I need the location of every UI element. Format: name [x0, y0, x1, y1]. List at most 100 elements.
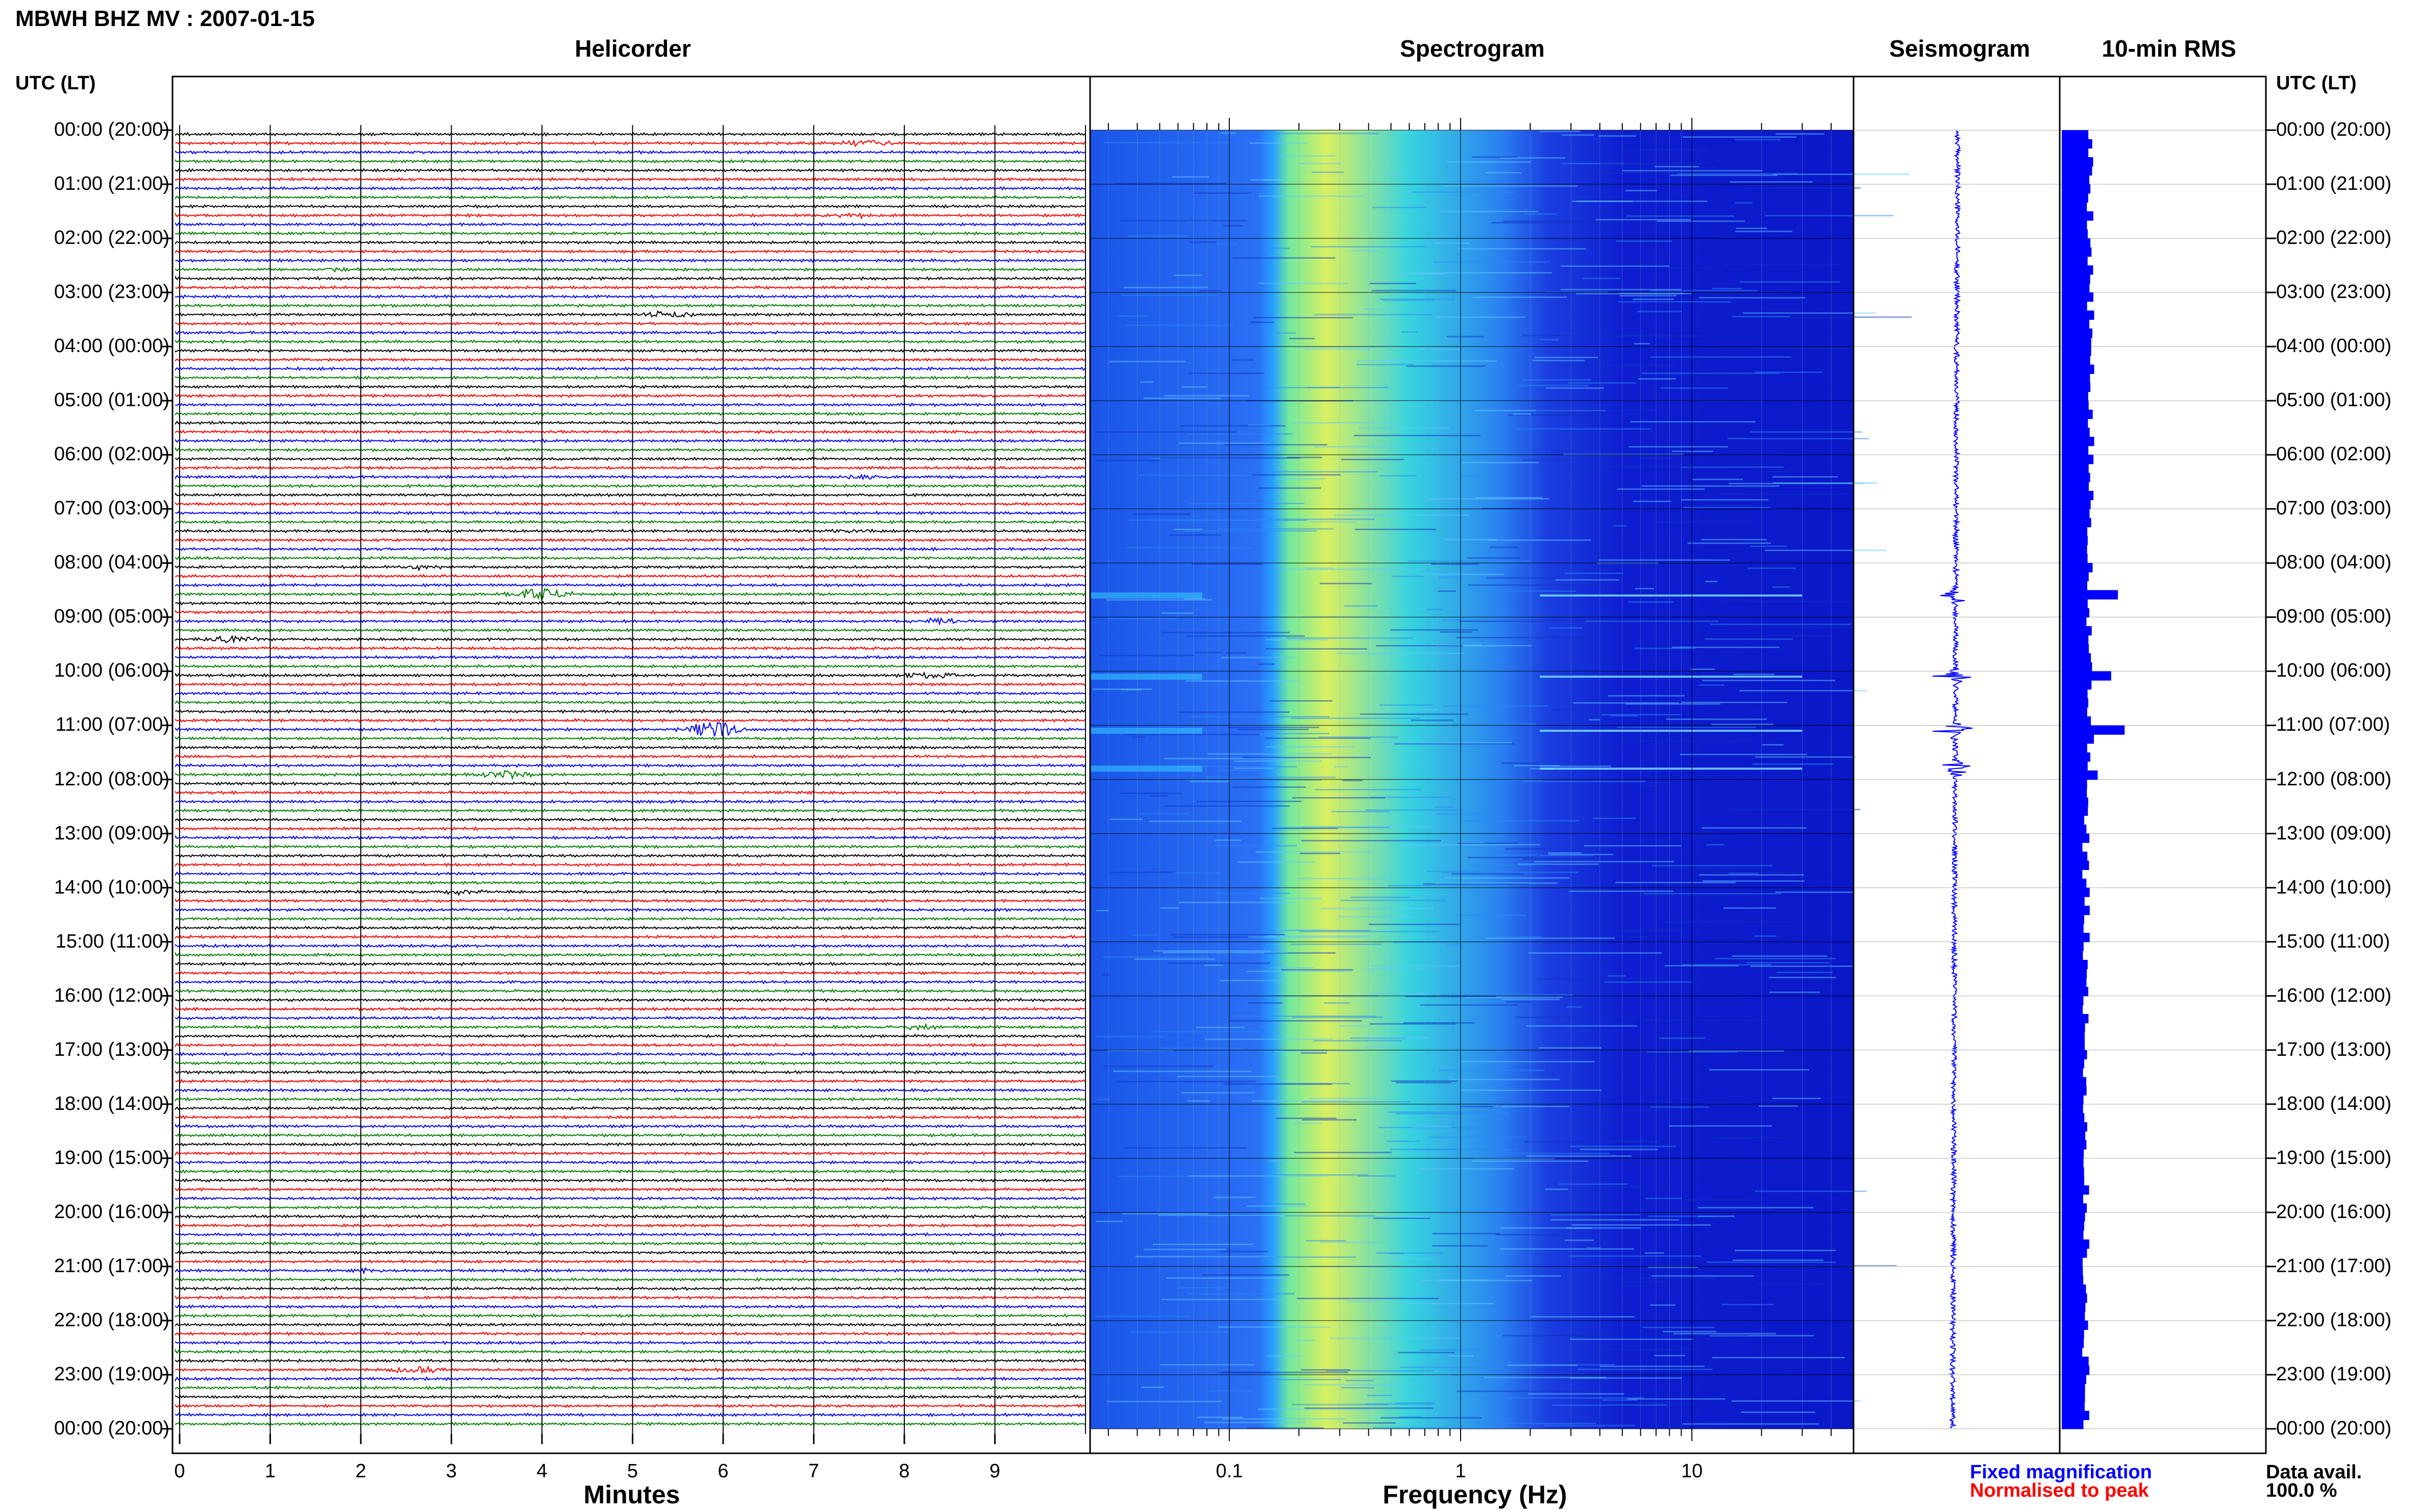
spectrogram-texture [1683, 136, 1796, 138]
spectrogram-texture [1755, 1191, 1867, 1192]
spectrogram-texture [1388, 885, 1511, 886]
helicorder-trace [175, 871, 1085, 877]
rms-bar [2062, 689, 2088, 699]
helicorder-trace [175, 1365, 1085, 1374]
helicorder-trace [175, 1133, 1085, 1138]
helicorder-trace [175, 574, 1085, 579]
spectrogram-texture [1561, 364, 1676, 366]
spectrogram-texture [1540, 765, 1611, 767]
spectrogram-texture [1419, 349, 1460, 350]
rms-bar [2062, 1266, 2083, 1276]
spectrogram-texture [1419, 1280, 1532, 1281]
spectrogram-texture [1122, 294, 1218, 296]
spectrogram-texture [1246, 1205, 1308, 1207]
rms-bar [2062, 743, 2087, 753]
spectrogram-texture [1467, 557, 1520, 559]
spectrogram-texture [1263, 179, 1281, 181]
spectrogram-texture [1258, 1408, 1373, 1410]
spectrogram-texture [1096, 1036, 1164, 1037]
spectrogram-texture [1460, 476, 1478, 477]
spectrogram-texture [1185, 530, 1317, 532]
spectrogram-texture [1682, 702, 1787, 703]
spectrogram-texture [1442, 872, 1578, 873]
spectrogram-texture [1690, 668, 1715, 670]
helicorder-trace [175, 402, 1085, 408]
rms-bar [2062, 1339, 2084, 1348]
spectrogram-texture [1677, 173, 1798, 175]
spectrogram-texture [1292, 797, 1385, 799]
spectrogram-texture [1248, 936, 1364, 938]
time-label-left: 05:00 (01:00) [54, 389, 169, 411]
rms-bar [2062, 572, 2089, 582]
rms-bar [2062, 355, 2090, 365]
rms-bar [2062, 897, 2085, 906]
rms-bar [2062, 1329, 2084, 1339]
spectrogram-texture [1412, 1126, 1451, 1128]
spectrogram-texture [1765, 471, 1789, 473]
spectrogram-texture [1398, 1352, 1455, 1353]
spectrogram-texture [1306, 567, 1334, 569]
rms-bar [2062, 1158, 2084, 1168]
spectrogram-texture [1750, 431, 1862, 433]
spectrogram-texture [1680, 754, 1807, 755]
helicorder-trace [175, 835, 1085, 840]
helicorder-trace [175, 1006, 1085, 1012]
rms-bar [2062, 797, 2088, 807]
spectrogram-texture [1123, 734, 1260, 735]
helicorder-trace [175, 1196, 1085, 1201]
spectrogram-texture [1220, 980, 1288, 981]
spectrogram-texture [1508, 1397, 1644, 1399]
helicorder-trace [175, 1421, 1085, 1427]
spectrogram-texture [1262, 518, 1375, 520]
spectrogram-texture [1174, 275, 1202, 276]
helicorder-trace [175, 952, 1085, 958]
rms-bar [2062, 319, 2089, 329]
helicorder-trace [175, 258, 1085, 263]
spectrogram-texture [1567, 1227, 1592, 1229]
spectrogram-texture [1206, 777, 1336, 778]
spectrogram-texture [1652, 865, 1772, 866]
spectrogram-texture [1267, 332, 1296, 334]
time-label-right: 09:00 (05:00) [2276, 606, 2392, 628]
spectrogram-texture [1731, 809, 1860, 810]
spectrogram-texture [1302, 1119, 1356, 1121]
rms-bar [2062, 1302, 2086, 1312]
spectrogram-texture [1129, 519, 1256, 521]
rms-bar [2062, 1104, 2083, 1114]
spectrogram-texture [1755, 371, 1822, 373]
spectrogram-texture [1324, 1002, 1350, 1004]
spectrogram-texture [1309, 521, 1357, 523]
spectrogram-texture [1272, 828, 1338, 829]
spectrogram-texture [1645, 1252, 1664, 1254]
spectrogram-texture [1668, 267, 1712, 268]
time-label-left: 09:00 (05:00) [54, 606, 169, 628]
rms-bar [2062, 1248, 2087, 1258]
spectrogram-texture [1365, 1403, 1433, 1405]
spectrogram-texture [1663, 1331, 1716, 1332]
spectrogram-texture [1173, 936, 1263, 938]
spectrogram-texture [1444, 877, 1570, 879]
helicorder-trace [175, 456, 1085, 461]
spectrogram-texture [1247, 1427, 1324, 1429]
spectrogram-texture [1161, 457, 1300, 459]
spectrogram-texture [1762, 635, 1833, 636]
time-label-right: 00:00 (20:00) [2276, 119, 2392, 140]
spectrogram-texture [1153, 1031, 1261, 1032]
spectrogram-texture [1149, 821, 1242, 822]
spectrogram-texture [1635, 588, 1654, 589]
spectrogram-texture [1597, 1109, 1673, 1111]
spectrogram-texture [1326, 1370, 1434, 1372]
helicorder-trace [175, 1060, 1085, 1066]
spectrogram-texture [1468, 857, 1534, 858]
time-label-right: 05:00 (01:00) [2276, 389, 2392, 411]
helicorder-trace [175, 310, 1085, 318]
spectrogram-texture [1707, 1261, 1836, 1263]
spectrogram-texture [1436, 813, 1493, 815]
spectrogram-texture [1265, 387, 1340, 388]
spectrogram-texture [1340, 1025, 1366, 1027]
spectrogram-texture [1566, 509, 1633, 510]
rms-bar [2062, 635, 2089, 645]
spectrogram-texture [1458, 820, 1579, 822]
spectrogram-texture [1573, 1379, 1620, 1381]
spectrogram-texture [1399, 1416, 1422, 1418]
